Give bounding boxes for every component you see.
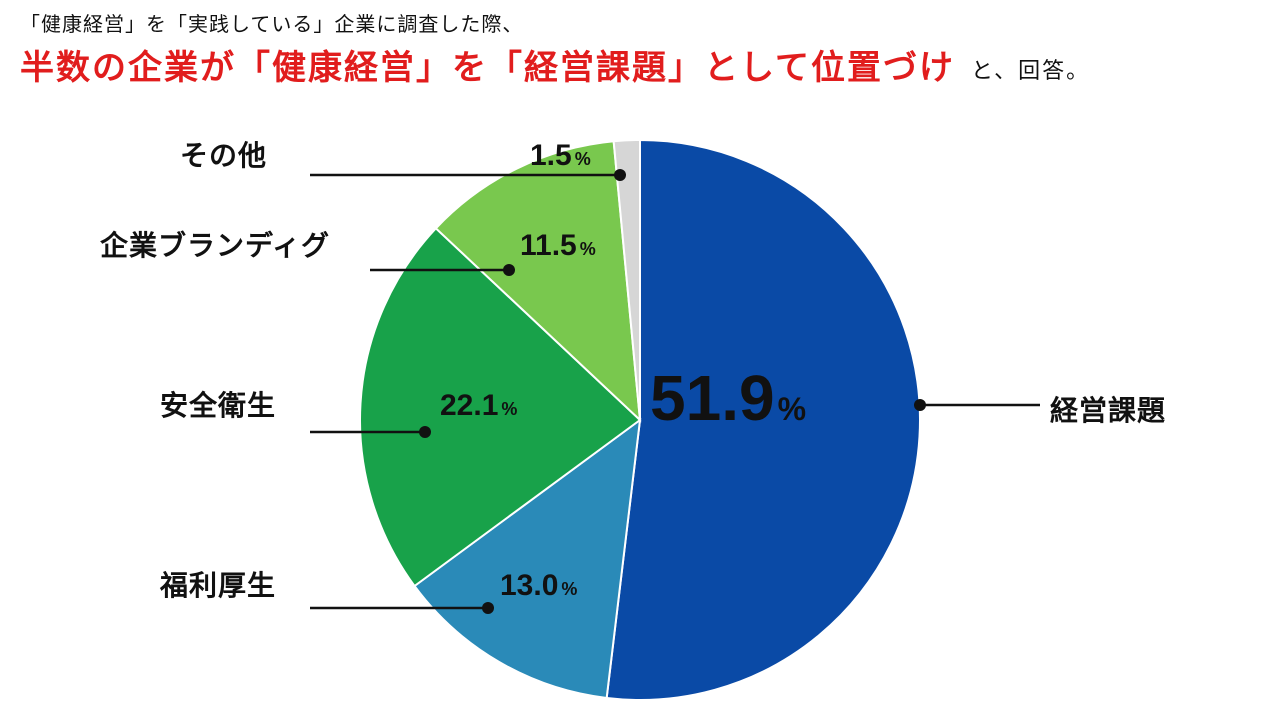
slice-label-brand: 企業ブランディグ [100,229,330,261]
chart-stage: { "canvas": { "width": 1280, "height": 7… [0,0,1280,720]
leader-dot-other [614,169,626,181]
slice-label-keiei: 経営課題 [1050,394,1166,426]
survey-subtitle: 「健康経営」を「実践している」企業に調査した際、 [20,8,523,37]
pie-chart: 経営課題51.9%福利厚生13.0%安全衛生22.1%企業ブランディグ11.5%… [0,0,1280,720]
leader-dot-fukuri [482,602,494,614]
headline-suffix: と、回答。 [971,53,1090,89]
slice-value-other: 1.5% [530,139,591,172]
headline-row: 半数の企業が「健康経営」を「経営課題」として位置づけ と、回答。 [20,40,1090,89]
slice-label-fukuri: 福利厚生 [159,570,276,601]
leader-dot-anzen [419,426,431,438]
leader-dot-keiei [914,399,926,411]
headline-underline [270,73,855,85]
slice-label-anzen: 安全衛生 [160,389,276,421]
headline: 半数の企業が「健康経営」を「経営課題」として位置づけ [20,40,955,89]
leader-dot-brand [503,264,515,276]
slice-label-other: その他 [180,140,267,171]
